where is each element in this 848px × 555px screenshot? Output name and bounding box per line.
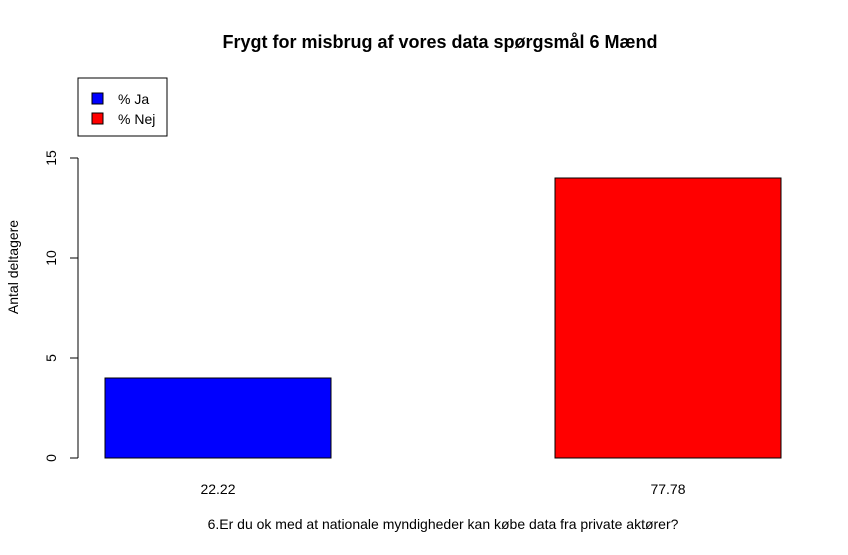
chart-title: Frygt for misbrug af vores data spørgsmå… bbox=[222, 32, 657, 52]
legend-label-nej: % Nej bbox=[118, 111, 155, 127]
legend: % Ja % Nej bbox=[77, 77, 168, 137]
x-tick-label: 22.22 bbox=[200, 481, 235, 497]
x-tick-labels: 22.22 77.78 bbox=[200, 481, 685, 497]
y-tick-label: 0 bbox=[43, 454, 59, 462]
x-tick-label: 77.78 bbox=[650, 481, 685, 497]
x-axis-label: 6.Er du ok med at nationale myndigheder … bbox=[208, 516, 679, 532]
legend-label-ja: % Ja bbox=[118, 91, 149, 107]
bar bbox=[104, 377, 332, 459]
y-axis-label: Antal deltagere bbox=[5, 220, 21, 314]
y-tick-label: 15 bbox=[43, 150, 59, 166]
legend-swatch-nej bbox=[91, 112, 104, 125]
bar bbox=[554, 177, 782, 459]
bars bbox=[104, 177, 782, 459]
legend-swatch-ja bbox=[91, 92, 104, 105]
legend-box bbox=[77, 77, 168, 137]
y-axis: 0 5 10 15 bbox=[43, 150, 79, 462]
y-tick-label: 5 bbox=[43, 354, 59, 362]
y-tick-label: 10 bbox=[43, 250, 59, 266]
